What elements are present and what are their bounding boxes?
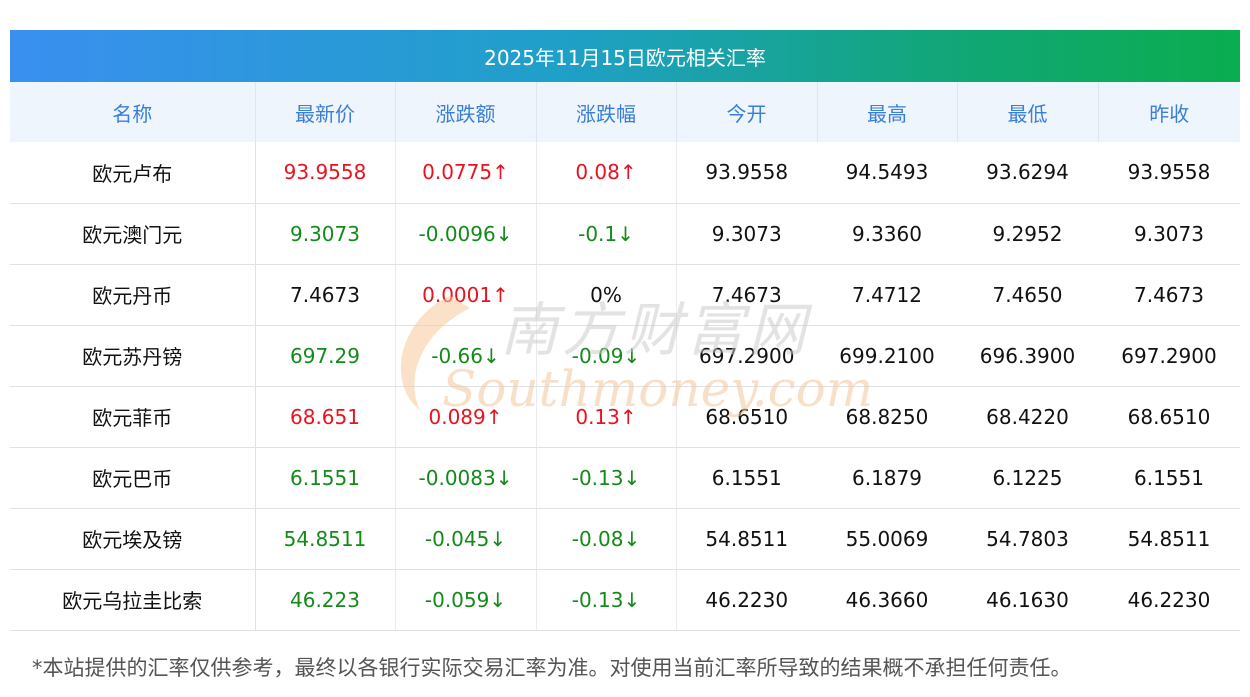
cell-high: 699.2100: [817, 325, 957, 387]
cell-latest: 9.3073: [255, 203, 396, 265]
cell-latest: 6.1551: [255, 447, 396, 509]
cell-latest: 697.29: [255, 325, 396, 387]
cell-open: 697.2900: [676, 325, 817, 387]
cell-name: 欧元丹币: [10, 264, 256, 326]
cell-name: 欧元澳门元: [10, 203, 256, 265]
cell-open: 6.1551: [676, 447, 817, 509]
cell-open: 7.4673: [676, 264, 817, 326]
cell-change: 0.0001↑: [395, 264, 537, 326]
table-row: 欧元澳门元 9.3073 -0.0096↓ -0.1↓ 9.3073 9.3360 9.29…: [10, 203, 1240, 265]
table-row: 欧元埃及镑 54.8511 -0.045↓ -0.08↓ 54.8511 55.0069 5…: [10, 508, 1240, 570]
cell-prev-close: 9.3073: [1098, 203, 1240, 265]
cell-latest: 7.4673: [255, 264, 396, 326]
header-change: 涨跌额: [394, 82, 536, 142]
header-low: 最低: [956, 82, 1098, 142]
cell-change: -0.059↓: [395, 569, 537, 631]
cell-prev-close: 697.2900: [1098, 325, 1240, 387]
table-row: 欧元丹币 7.4673 0.0001↑ 0% 7.4673 7.4712 7.4650 7.4…: [10, 264, 1240, 326]
cell-latest: 93.9558: [255, 142, 396, 204]
cell-latest: 68.651: [255, 386, 396, 448]
cell-open: 9.3073: [676, 203, 817, 265]
cell-change-pct: -0.08↓: [536, 508, 677, 570]
cell-change: -0.0083↓: [395, 447, 537, 509]
cell-low: 93.6294: [957, 142, 1098, 204]
cell-change-pct: -0.13↓: [536, 447, 677, 509]
cell-change-pct: -0.13↓: [536, 569, 677, 631]
header-change-pct: 涨跌幅: [535, 82, 676, 142]
cell-name: 欧元卢布: [10, 142, 256, 204]
rate-table: 名称 最新价 涨跌额 涨跌幅 今开 最高 最低 昨收 欧元卢布 93.9558 0.…: [10, 82, 1240, 631]
cell-change-pct: -0.1↓: [536, 203, 677, 265]
cell-prev-close: 54.8511: [1098, 508, 1240, 570]
header-open: 今开: [675, 82, 817, 142]
cell-latest: 54.8511: [255, 508, 396, 570]
cell-change: -0.66↓: [395, 325, 537, 387]
table-row: 欧元苏丹镑 697.29 -0.66↓ -0.09↓ 697.2900 699.2100 6…: [10, 325, 1240, 387]
cell-prev-close: 68.6510: [1098, 386, 1240, 448]
header-prev-close: 昨收: [1097, 82, 1240, 142]
header-name: 名称: [10, 82, 255, 142]
table-header-row: 名称 最新价 涨跌额 涨跌幅 今开 最高 最低 昨收: [10, 82, 1240, 142]
cell-high: 55.0069: [817, 508, 957, 570]
cell-high: 7.4712: [817, 264, 957, 326]
cell-name: 欧元巴币: [10, 447, 256, 509]
cell-prev-close: 6.1551: [1098, 447, 1240, 509]
cell-prev-close: 46.2230: [1098, 569, 1240, 631]
cell-low: 7.4650: [957, 264, 1098, 326]
cell-low: 68.4220: [957, 386, 1098, 448]
cell-name: 欧元埃及镑: [10, 508, 256, 570]
cell-change-pct: -0.09↓: [536, 325, 677, 387]
header-latest: 最新价: [254, 82, 395, 142]
rate-panel: 2025年11月15日欧元相关汇率 名称 最新价 涨跌额 涨跌幅 今开 最高 最…: [10, 30, 1240, 631]
cell-high: 9.3360: [817, 203, 957, 265]
cell-change: -0.0096↓: [395, 203, 537, 265]
banner-title: 2025年11月15日欧元相关汇率: [10, 30, 1240, 82]
table-row: 欧元巴币 6.1551 -0.0083↓ -0.13↓ 6.1551 6.1879 6.12…: [10, 447, 1240, 509]
cell-open: 54.8511: [676, 508, 817, 570]
cell-prev-close: 7.4673: [1098, 264, 1240, 326]
table-row: 欧元菲币 68.651 0.089↑ 0.13↑ 68.6510 68.8250 68.42…: [10, 386, 1240, 448]
cell-change: -0.045↓: [395, 508, 537, 570]
cell-name: 欧元菲币: [10, 386, 256, 448]
cell-latest: 46.223: [255, 569, 396, 631]
cell-name: 欧元乌拉圭比索: [10, 569, 256, 631]
cell-change: 0.089↑: [395, 386, 537, 448]
cell-change-pct: 0.08↑: [536, 142, 677, 204]
cell-prev-close: 93.9558: [1098, 142, 1240, 204]
cell-change: 0.0775↑: [395, 142, 537, 204]
cell-change-pct: 0%: [536, 264, 677, 326]
cell-open: 46.2230: [676, 569, 817, 631]
cell-name: 欧元苏丹镑: [10, 325, 256, 387]
header-high: 最高: [816, 82, 957, 142]
cell-low: 6.1225: [957, 447, 1098, 509]
table-row: 欧元卢布 93.9558 0.0775↑ 0.08↑ 93.9558 94.5493 93.…: [10, 142, 1240, 204]
cell-high: 94.5493: [817, 142, 957, 204]
cell-low: 696.3900: [957, 325, 1098, 387]
cell-low: 46.1630: [957, 569, 1098, 631]
table-row: 欧元乌拉圭比索 46.223 -0.059↓ -0.13↓ 46.2230 46.3660…: [10, 569, 1240, 631]
cell-open: 93.9558: [676, 142, 817, 204]
cell-low: 9.2952: [957, 203, 1098, 265]
cell-high: 6.1879: [817, 447, 957, 509]
cell-open: 68.6510: [676, 386, 817, 448]
cell-change-pct: 0.13↑: [536, 386, 677, 448]
disclaimer-note: *本站提供的汇率仅供参考，最终以各银行实际交易汇率为准。对使用当前汇率所导致的结…: [32, 656, 1072, 680]
cell-high: 46.3660: [817, 569, 957, 631]
cell-high: 68.8250: [817, 386, 957, 448]
cell-low: 54.7803: [957, 508, 1098, 570]
